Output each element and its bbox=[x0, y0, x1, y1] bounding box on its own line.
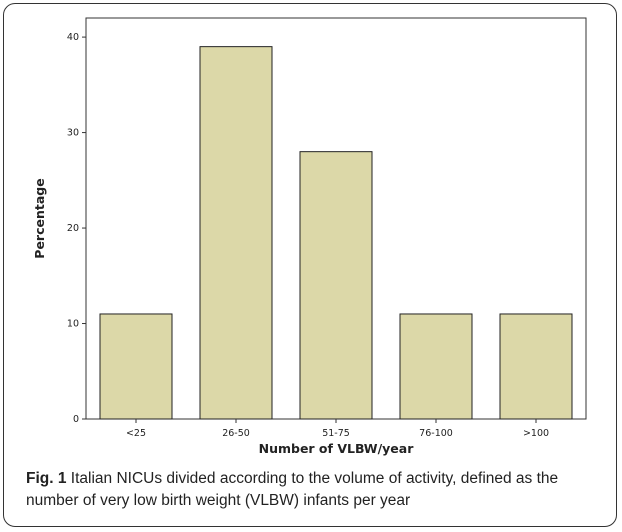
caption-text: Italian NICUs divided according to the v… bbox=[26, 470, 559, 509]
x-tick-label: 76-100 bbox=[419, 428, 453, 439]
y-tick-label: 30 bbox=[67, 128, 79, 139]
x-tick-label: <25 bbox=[126, 428, 146, 439]
x-axis: <25 26-50 51-75 76-100 >100 bbox=[126, 419, 549, 439]
y-tick-label: 10 bbox=[67, 319, 79, 330]
x-tick-label: 51-75 bbox=[322, 428, 350, 439]
y-tick-label: 20 bbox=[67, 223, 79, 234]
bar-4 bbox=[399, 313, 473, 420]
bar-3 bbox=[299, 151, 373, 420]
y-axis-label: Percentage bbox=[32, 178, 47, 258]
bars bbox=[99, 46, 573, 420]
bar-2 bbox=[199, 46, 273, 420]
bar-5 bbox=[499, 313, 573, 420]
caption-label: Fig. 1 bbox=[26, 470, 67, 487]
bar-chart: 0 10 20 30 40 <25 26-50 51-75 76-100 >100 Percen… bbox=[32, 17, 587, 456]
x-axis-label: Number of VLBW/year bbox=[259, 441, 415, 456]
x-tick-label: >100 bbox=[523, 428, 549, 439]
y-tick-label: 40 bbox=[67, 32, 79, 43]
y-tick-label: 0 bbox=[73, 414, 79, 425]
figure-caption: Fig. 1 Italian NICUs divided according t… bbox=[26, 468, 606, 512]
y-axis: 0 10 20 30 40 bbox=[67, 32, 86, 425]
bar-1 bbox=[99, 313, 173, 420]
figure-frame: 0 10 20 30 40 <25 26-50 51-75 76-100 >100 Percen… bbox=[3, 3, 617, 527]
x-tick-label: 26-50 bbox=[222, 428, 250, 439]
